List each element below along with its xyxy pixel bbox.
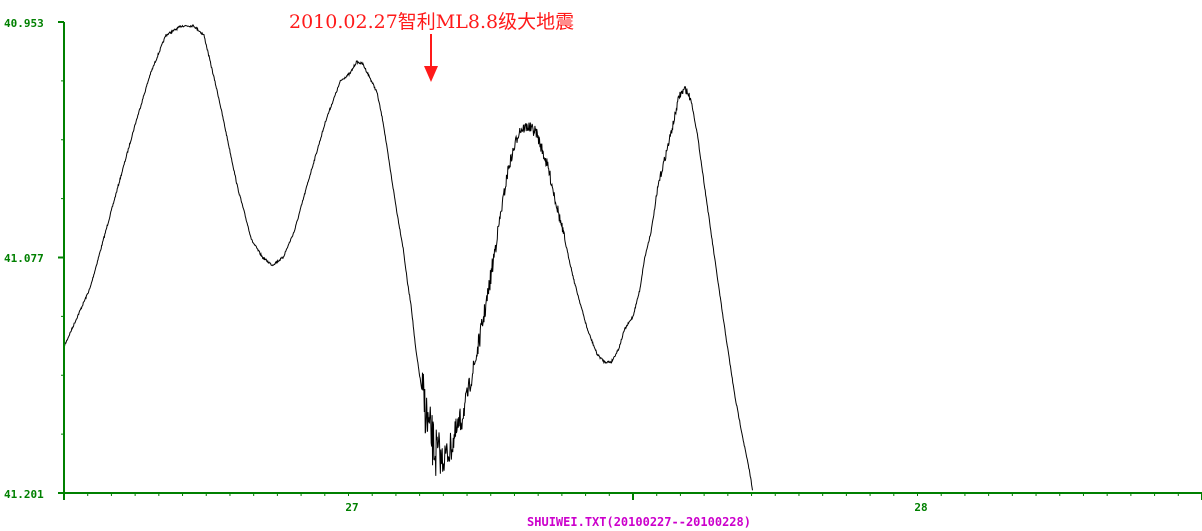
x-tick-label: 27 <box>345 501 358 514</box>
annotation-arrowhead <box>424 66 438 82</box>
x-axis-title: SHUIWEI.TXT(20100227--20100228) <box>527 515 751 529</box>
data-series <box>63 24 753 491</box>
y-minor-ticks <box>61 80 64 435</box>
x-tick-label: 28 <box>914 501 927 514</box>
x-major-ticks <box>63 493 1202 500</box>
y-tick-label: 41.201 <box>4 488 44 501</box>
y-tick-label: 41.077 <box>4 252 44 265</box>
earthquake-annotation: 2010.02.27智利ML8.8级大地震 <box>289 11 574 82</box>
y-axis: 40.953 41.077 41.201 <box>4 17 65 501</box>
y-tick-label: 40.953 <box>4 17 44 30</box>
x-minor-ticks <box>87 493 1179 496</box>
annotation-text: 2010.02.27智利ML8.8级大地震 <box>289 11 574 33</box>
x-axis: 27 28 SHUIWEI.TXT(20100227--20100228) <box>63 492 1202 529</box>
water-level-line <box>63 24 753 491</box>
